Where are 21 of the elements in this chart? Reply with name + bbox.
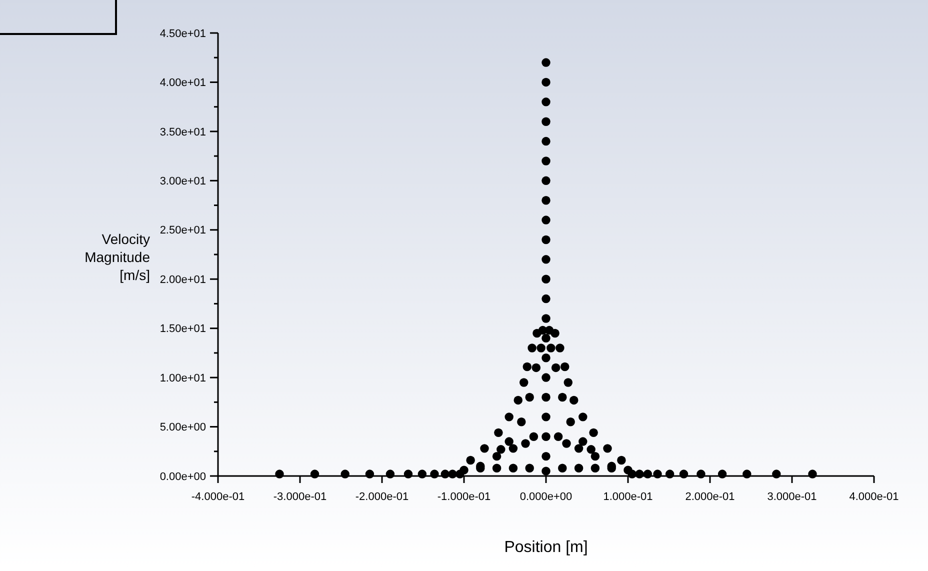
y-tick-label: 4.00e+01: [160, 77, 206, 90]
x-tick-label: 4.000e-01: [849, 491, 899, 503]
x-tick-label: 1.000e-01: [603, 491, 653, 503]
y-tick-label: 5.00e+00: [160, 422, 206, 434]
y-tick-label: 4.50e+01: [160, 28, 206, 40]
y-tick-label: 3.00e+01: [160, 176, 206, 188]
x-tick-label: -3.000e-01: [273, 491, 327, 503]
y-tick-label: 2.00e+01: [160, 274, 206, 286]
x-tick-label: -4.000e-01: [191, 491, 245, 503]
x-axis-title: Position [m]: [504, 539, 588, 556]
y-tick-label: 0.00e+00: [160, 470, 206, 483]
y-tick-label: 1.00e+01: [160, 372, 206, 384]
x-tick-label: 3.000e-01: [767, 491, 817, 503]
y-tick-label: 1.50e+01: [160, 323, 206, 336]
y-tick-label: 3.50e+01: [160, 126, 206, 138]
x-tick-label: 2.000e-01: [685, 491, 735, 503]
x-tick-label: -1.000e-01: [437, 491, 491, 503]
y-tick-label: 2.50e+01: [160, 224, 206, 237]
y-axis-title: Velocity Magnitude [m/s]: [84, 231, 150, 283]
x-tick-label: -2.000e-01: [355, 491, 409, 503]
x-tick-label: 0.000e+00: [520, 491, 572, 503]
